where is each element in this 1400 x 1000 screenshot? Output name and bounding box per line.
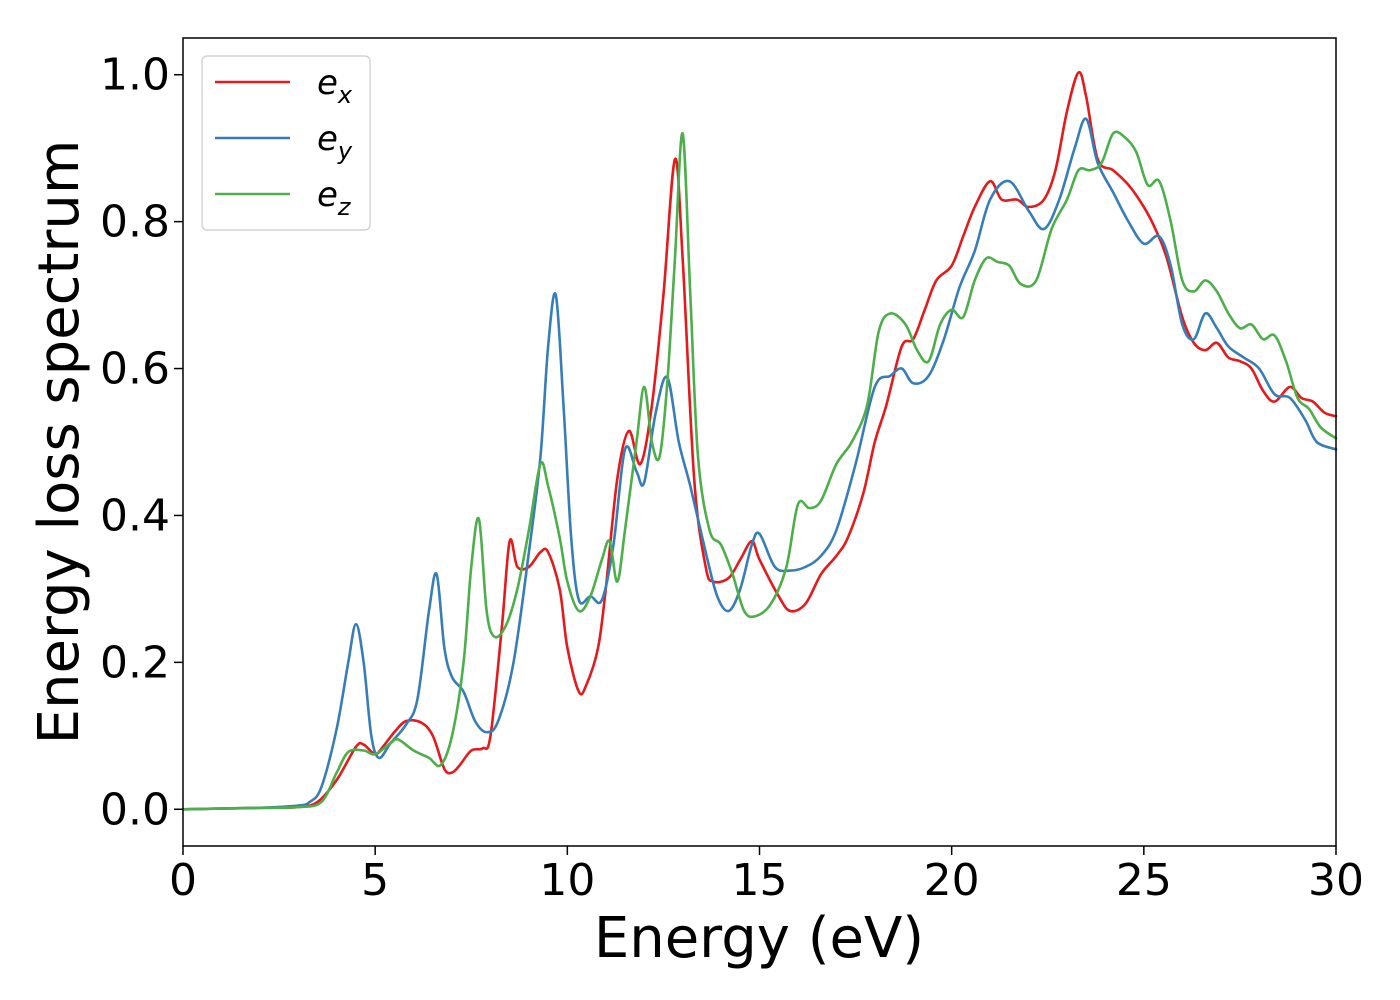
x-tick-label: 15 [732, 855, 788, 906]
y-tick-label: 0.2 [100, 637, 170, 688]
y-tick-label: 0.4 [100, 490, 170, 541]
x-tick-label: 25 [1116, 855, 1172, 906]
x-tick-label: 10 [539, 855, 595, 906]
y-tick-label: 0.0 [100, 784, 170, 835]
x-tick-label: 20 [924, 855, 980, 906]
series-line-e-z [181, 130, 1338, 811]
y-axis: 0.0 0.2 0.4 0.6 0.8 1.0 [100, 50, 183, 835]
x-tick-label: 5 [361, 855, 389, 906]
x-tick-label: 30 [1308, 855, 1364, 906]
x-axis-title: Energy (eV) [594, 906, 924, 971]
x-axis: 0 5 10 15 20 25 30 [169, 846, 1364, 906]
legend-subscript: z [337, 193, 352, 221]
x-tick-label: 0 [169, 855, 197, 906]
y-tick-label: 1.0 [100, 50, 170, 101]
legend-box [201, 55, 371, 231]
y-axis-title: Energy loss spectrum [27, 140, 92, 745]
series-line-e-y [181, 117, 1338, 811]
y-tick-label: 0.8 [100, 197, 170, 248]
legend-subscript: y [337, 137, 353, 165]
y-tick-label: 0.6 [100, 344, 170, 395]
legend-subscript: x [337, 81, 353, 109]
series-layer [181, 70, 1338, 811]
